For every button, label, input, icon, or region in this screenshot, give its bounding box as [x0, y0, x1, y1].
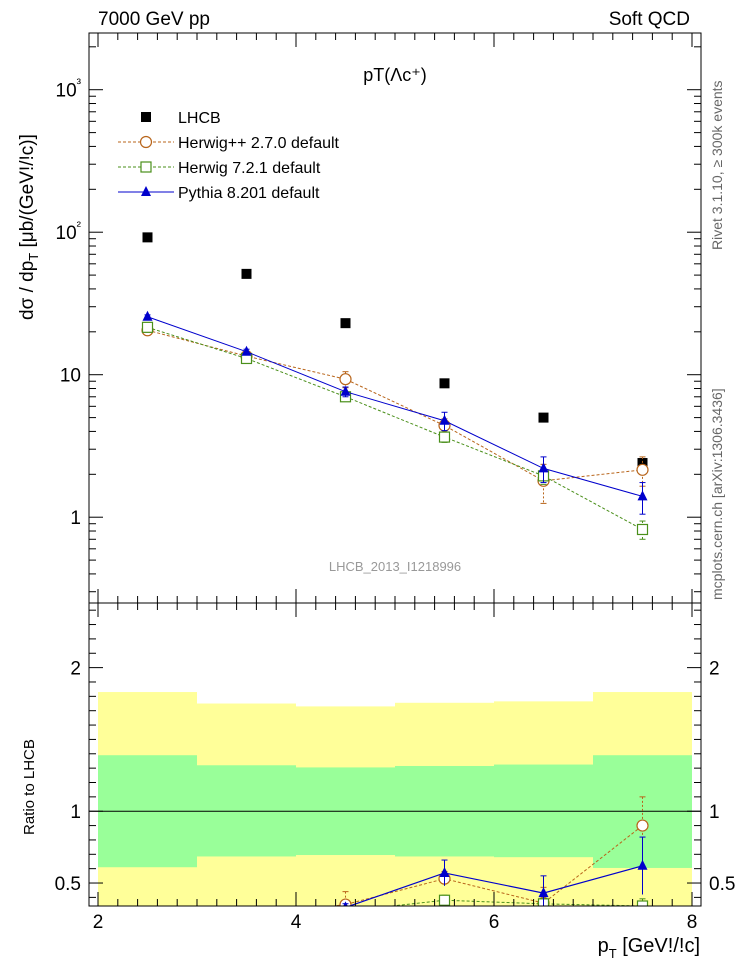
data-point	[637, 490, 648, 501]
legend-marker	[139, 135, 153, 149]
main-y-tick-label: 10	[60, 366, 81, 387]
data-point	[241, 345, 252, 356]
data-point	[339, 373, 352, 386]
ratio-series	[142, 796, 649, 928]
ratio-y-tick-label: 0.5	[55, 874, 81, 895]
ratio-point	[339, 905, 352, 906]
ratio-point	[438, 894, 451, 906]
x-axis-label: pT [GeV!/!c]	[598, 935, 700, 961]
ratio-point	[242, 908, 252, 918]
series-line	[147, 329, 643, 482]
data-point	[637, 458, 648, 469]
main-y-tick-label: 10²	[56, 218, 82, 244]
legend-marker	[141, 186, 151, 196]
main-series	[141, 232, 649, 540]
x-tick-label: 4	[291, 912, 302, 933]
legend-marker	[141, 112, 151, 122]
header-right: Soft QCD	[609, 9, 690, 30]
legend-marker	[140, 161, 152, 173]
data-point	[142, 310, 153, 321]
data-point	[538, 412, 549, 423]
ratio-y-tick-label-right: 0.5	[709, 874, 735, 895]
x-tick-label: 2	[93, 912, 104, 933]
series-0	[142, 232, 648, 469]
data-point	[241, 268, 252, 279]
data-point	[340, 385, 351, 396]
rivet-label: Rivet 3.1.10, ≥ 300k events	[709, 80, 725, 250]
ratio-line	[329, 825, 643, 906]
legend-label: LHCB	[178, 110, 221, 127]
ratio-uncertainty-bands	[89, 692, 701, 906]
data-point	[142, 232, 153, 243]
legend-label: Herwig++ 2.7.0 default	[178, 135, 340, 152]
ratio-line	[347, 865, 643, 906]
x-tick-label: 6	[489, 912, 500, 933]
header-left: 7000 GeV pp	[98, 9, 210, 30]
data-point	[439, 378, 450, 389]
ratio-y-tick-label: 1	[70, 802, 81, 823]
main-y-tick-label: 10³	[56, 76, 82, 102]
main-y-tick-label: 1	[70, 508, 81, 529]
main-y-axis-label: dσ / dpT [μb/(GeV!/!c)]	[17, 134, 41, 320]
data-point	[141, 321, 154, 333]
data-point	[439, 414, 450, 425]
ratio-point	[242, 913, 252, 923]
data-point	[636, 523, 649, 536]
ratio-y-tick-label-right: 2	[709, 659, 720, 680]
ratio-y-tick-label-right: 1	[709, 802, 720, 823]
ratio-point	[637, 859, 648, 870]
axes: 1 10 10² 10³ 2 4 6 8 0.5 0.5 1 1 2 2	[55, 33, 735, 933]
data-point	[538, 462, 549, 473]
ratio-series-2	[143, 836, 648, 919]
data-point	[340, 318, 351, 329]
ratio-point	[439, 866, 450, 877]
ratio-point	[143, 916, 153, 926]
ratio-point	[343, 901, 348, 906]
ratio-point	[142, 917, 153, 928]
ratio-y-tick-label: 2	[70, 659, 81, 680]
data-point	[438, 431, 451, 443]
mcplots-label: mcplots.cern.ch [arXiv:1306.3436]	[709, 388, 725, 600]
x-tick-label: 8	[687, 912, 698, 933]
legend-label: Herwig 7.2.1 default	[178, 160, 321, 177]
watermark: LHCB_2013_I1218996	[329, 559, 461, 574]
series-3	[142, 310, 648, 515]
ratio-y-axis-label: Ratio to LHCB	[21, 739, 38, 835]
ratio-point	[538, 887, 549, 898]
legend: LHCB Herwig++ 2.7.0 default Herwig 7.2.1 d…	[118, 110, 340, 202]
data-point	[636, 463, 649, 476]
ratio-point	[636, 900, 649, 906]
plot-title: pT(Λc⁺)	[363, 65, 427, 85]
series-line	[147, 326, 643, 530]
ratio-point	[143, 909, 153, 919]
ratio-point	[636, 819, 649, 832]
ratio-point	[241, 911, 252, 922]
legend-label: Pythia 8.201 default	[178, 185, 320, 202]
series-line	[147, 316, 643, 497]
series-2	[141, 321, 649, 540]
